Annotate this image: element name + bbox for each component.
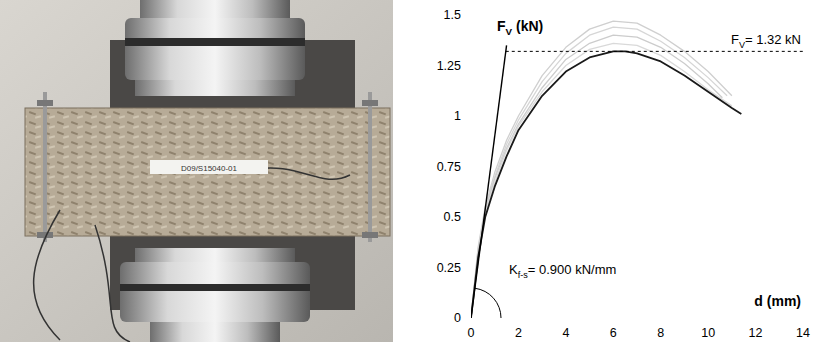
transducer-clamp bbox=[362, 100, 378, 106]
y-tick-label: 1.5 bbox=[444, 8, 461, 22]
peak-label-base: F bbox=[731, 32, 739, 47]
bottom-cylinder-top bbox=[135, 248, 295, 262]
stiffness-label-rest: = 0.900 kN/mm bbox=[528, 262, 617, 277]
label-patch bbox=[495, 17, 545, 38]
cable bbox=[34, 168, 350, 342]
angle-arc bbox=[475, 288, 501, 318]
stiffness-label: Kf-s= 0.900 kN/mm bbox=[509, 262, 616, 280]
photo-background bbox=[0, 0, 393, 342]
series-line bbox=[471, 43, 732, 318]
stiffness-line bbox=[471, 45, 507, 318]
y-tick-label: 1.25 bbox=[437, 59, 461, 73]
series-line bbox=[471, 21, 732, 318]
osb-panel bbox=[25, 108, 390, 236]
specimen-label: D09/S15040-01 bbox=[181, 164, 238, 173]
x-tick-label: 6 bbox=[610, 326, 617, 340]
y-tick-label: 0.25 bbox=[437, 261, 461, 275]
y-tick-label: 0 bbox=[454, 311, 461, 325]
y-tick-label: 0.5 bbox=[444, 210, 461, 224]
peak-label-rest: = 1.32 kN bbox=[745, 32, 801, 47]
transducer-rod bbox=[43, 92, 47, 242]
x-tick-label: 4 bbox=[562, 326, 569, 340]
top-cylinder-cap bbox=[140, 0, 290, 18]
x-tick-label: 14 bbox=[796, 326, 810, 340]
plot-area bbox=[471, 21, 803, 318]
x-axis-title: d (mm) bbox=[754, 293, 801, 309]
x-tick-label: 2 bbox=[515, 326, 522, 340]
peak-label: FV= 1.32 kN bbox=[731, 32, 801, 50]
transducer-rod bbox=[368, 92, 372, 242]
bottom-cylinder-band bbox=[120, 284, 310, 291]
x-tick-label: 0 bbox=[468, 326, 475, 340]
x-tick-label: 10 bbox=[701, 326, 715, 340]
figure: D09/S15040-01 0 0.25 0.5 0.75 1 1.25 1.5 0 2 4 6 8 10… bbox=[0, 0, 819, 342]
top-cylinder-base bbox=[135, 80, 295, 96]
x-tick-label: 8 bbox=[657, 326, 664, 340]
specimen-sticker bbox=[150, 160, 268, 174]
photo: D09/S15040-01 bbox=[0, 0, 393, 342]
y-axis-title-rest: (kN) bbox=[512, 18, 543, 34]
series-line bbox=[471, 27, 727, 318]
top-cylinder-band bbox=[125, 38, 305, 46]
x-tick-label: 12 bbox=[749, 326, 763, 340]
y-tick-label: 0.75 bbox=[437, 160, 461, 174]
series-line bbox=[471, 51, 741, 318]
top-cylinder bbox=[125, 18, 305, 80]
bottom-cylinder bbox=[120, 262, 310, 322]
peak-line bbox=[506, 51, 803, 52]
bottom-cylinder-base bbox=[150, 322, 280, 342]
transducer-clamp bbox=[37, 100, 53, 106]
series-line bbox=[471, 35, 722, 318]
stiffness-label-base: K bbox=[509, 262, 518, 277]
transducer-clamp bbox=[362, 232, 378, 238]
y-axis-title: FV (kN) bbox=[497, 18, 543, 37]
chart: 0 0.25 0.5 0.75 1 1.25 1.5 0 2 4 6 8 10 12 14 FV (kN) FV… bbox=[437, 8, 810, 340]
stiffness-label-sub: f-s bbox=[518, 270, 529, 280]
y-tick-label: 1 bbox=[454, 109, 461, 123]
